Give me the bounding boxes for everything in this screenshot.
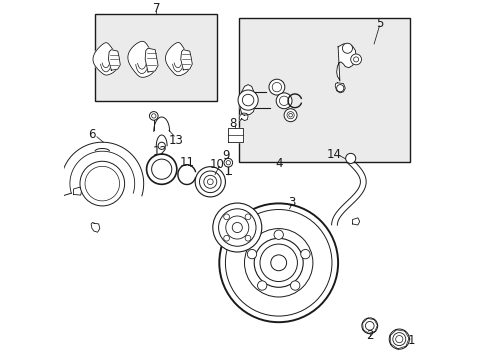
- Polygon shape: [239, 113, 247, 121]
- Circle shape: [146, 154, 177, 184]
- Circle shape: [284, 109, 296, 122]
- Circle shape: [273, 230, 283, 239]
- Circle shape: [244, 235, 250, 241]
- Polygon shape: [93, 43, 119, 75]
- Circle shape: [361, 318, 377, 334]
- Circle shape: [247, 249, 256, 259]
- Polygon shape: [128, 41, 156, 77]
- Polygon shape: [165, 42, 190, 76]
- Text: 12: 12: [152, 145, 167, 158]
- Circle shape: [219, 203, 337, 322]
- Polygon shape: [145, 48, 158, 72]
- Polygon shape: [336, 44, 355, 81]
- Text: 3: 3: [288, 196, 295, 209]
- Polygon shape: [228, 128, 242, 142]
- Text: 13: 13: [168, 134, 183, 147]
- Polygon shape: [73, 187, 81, 195]
- Circle shape: [80, 161, 124, 206]
- Circle shape: [342, 43, 352, 53]
- Polygon shape: [352, 218, 359, 225]
- Circle shape: [350, 54, 361, 65]
- Text: 4: 4: [274, 157, 282, 170]
- Circle shape: [149, 112, 158, 120]
- Text: 1: 1: [407, 334, 415, 347]
- Circle shape: [212, 203, 261, 252]
- Circle shape: [224, 158, 232, 167]
- Polygon shape: [91, 222, 100, 232]
- Polygon shape: [335, 83, 345, 93]
- Circle shape: [276, 93, 291, 109]
- Text: 9: 9: [222, 149, 229, 162]
- Polygon shape: [108, 50, 120, 70]
- Circle shape: [244, 214, 250, 220]
- Circle shape: [290, 281, 299, 290]
- Circle shape: [254, 238, 303, 287]
- Circle shape: [345, 153, 355, 163]
- Bar: [95, 14, 217, 101]
- Circle shape: [238, 90, 258, 110]
- Polygon shape: [240, 85, 255, 115]
- Circle shape: [195, 167, 225, 197]
- Text: 6: 6: [87, 129, 95, 141]
- Text: 11: 11: [180, 156, 195, 169]
- Text: 2: 2: [365, 329, 372, 342]
- Circle shape: [224, 214, 229, 220]
- Circle shape: [268, 79, 284, 95]
- Bar: [239, 18, 409, 162]
- Text: 8: 8: [229, 117, 236, 130]
- Circle shape: [158, 142, 165, 149]
- Text: 10: 10: [210, 158, 224, 171]
- Circle shape: [300, 249, 309, 259]
- Polygon shape: [61, 142, 143, 196]
- Polygon shape: [181, 50, 192, 70]
- Circle shape: [257, 281, 266, 290]
- Text: 14: 14: [325, 148, 341, 161]
- Text: 5: 5: [375, 17, 383, 30]
- Circle shape: [388, 329, 408, 349]
- Circle shape: [224, 235, 229, 241]
- Text: 7: 7: [152, 3, 160, 15]
